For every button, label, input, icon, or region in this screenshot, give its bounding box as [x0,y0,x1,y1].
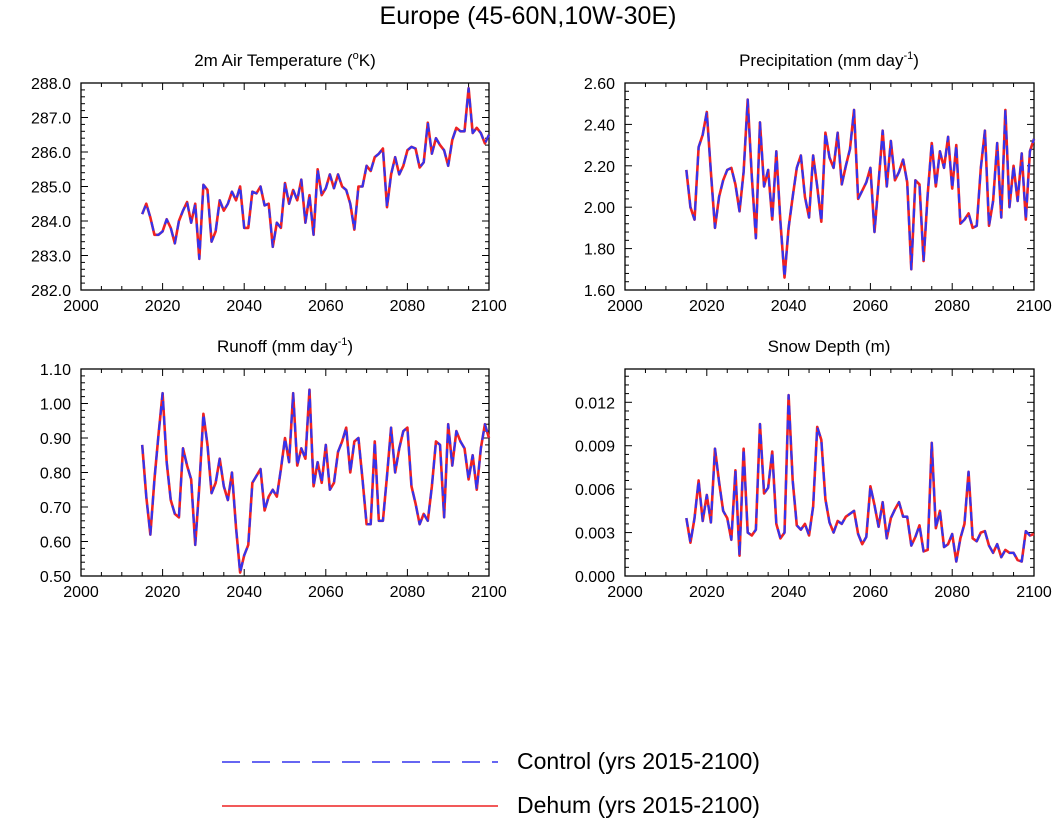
runoff-xtick-label: 2000 [63,584,99,601]
precipitation-ytick-label: 2.60 [584,76,615,93]
runoff-ytick-label: 0.70 [40,500,71,517]
runoff-control-line [141,388,491,574]
runoff-xtick-label: 2020 [145,584,181,601]
air-temperature-ytick-label: 284.0 [31,214,71,231]
panel-title-runoff: Runoff (mm day-1) [217,336,353,356]
panel-snow-depth: Snow Depth (m) 2000 2020 2040 2060 2080 2100 0… [575,337,1052,601]
runoff-ytick-label: 1.10 [40,362,71,379]
runoff-xtick-label: 2060 [308,584,344,601]
snow-depth-ytick-label: 0.006 [575,482,615,499]
snow-depth-ytick-label: 0.003 [575,526,615,543]
snow-depth-xtick-label: 2040 [771,584,807,601]
precipitation-ytick-label: 2.20 [584,159,615,176]
runoff-xtick-label: 2100 [471,584,507,601]
legend-dehum-label: Dehum (yrs 2015-2100) [517,792,760,818]
air-temperature-xtick-label: 2040 [226,298,262,315]
air-temperature-xtick-label: 2000 [63,298,99,315]
precipitation-ytick-label: 1.80 [584,242,615,259]
runoff-frame [80,368,490,577]
snow-depth-ytick-label: 0.009 [575,439,615,456]
precipitation-xtick-label: 2020 [689,298,725,315]
snow-depth-xtick-label: 2020 [689,584,725,601]
air-temperature-ytick-label: 285.0 [31,180,71,197]
air-temperature-dehum-line [140,86,491,261]
precipitation-xtick-label: 2060 [853,298,889,315]
runoff-ytick-label: 0.60 [40,535,71,552]
precipitation-xtick-label: 2100 [1016,298,1052,315]
snow-depth-xtick-label: 2100 [1016,584,1052,601]
precipitation-ytick-label: 2.40 [584,117,615,134]
air-temperature-ytick-label: 283.0 [31,249,71,266]
runoff-xtick-label: 2040 [226,584,262,601]
air-temperature-ytick-label: 287.0 [31,111,71,128]
precipitation-dehum-line [685,98,1036,279]
panel-air-temperature: 2m Air Temperature (oK) 2000 2020 2040 2060… [31,50,507,315]
panel-title-snow-depth: Snow Depth (m) [768,337,891,356]
runoff-xtick-label: 2080 [390,584,426,601]
precipitation-frame [624,82,1035,291]
air-temperature-ytick-label: 288.0 [31,76,71,93]
air-temperature-xtick-label: 2020 [145,298,181,315]
panel-runoff: Runoff (mm day-1) 2000 2020 2040 2060 2080 21… [40,336,507,601]
panel-title-air-temperature: 2m Air Temperature (oK) [194,50,376,70]
runoff-ytick-label: 0.90 [40,431,71,448]
panel-title-precipitation: Precipitation (mm day-1) [739,50,919,70]
runoff-ytick-label: 0.80 [40,466,71,483]
snow-depth-control-line [685,393,1035,563]
precipitation-control-line [685,98,1036,279]
figure-title: Europe (45-60N,10W-30E) [380,2,677,30]
runoff-ytick-label: 0.50 [40,569,71,586]
air-temperature-xtick-label: 2080 [390,298,426,315]
precipitation-xtick-label: 2080 [934,298,970,315]
air-temperature-xtick-label: 2100 [471,298,507,315]
precipitation-xtick-label: 2000 [607,298,643,315]
air-temperature-control-line [141,87,490,261]
snow-depth-ytick-label: 0.012 [575,395,615,412]
runoff-ytick-label: 1.00 [40,397,71,414]
legend-control-label: Control (yrs 2015-2100) [517,748,760,774]
air-temperature-ytick-label: 286.0 [31,145,71,162]
snow-depth-xtick-label: 2000 [607,584,643,601]
air-temperature-ytick-label: 282.0 [31,283,71,300]
precipitation-xtick-label: 2040 [771,298,807,315]
precipitation-ytick-label: 1.60 [584,283,615,300]
snow-depth-xtick-label: 2060 [853,584,889,601]
legend: Control (yrs 2015-2100) Dehum (yrs 2015-… [222,748,760,818]
air-temperature-xtick-label: 2060 [308,298,344,315]
precipitation-ytick-label: 2.00 [584,200,615,217]
snow-depth-frame [624,368,1035,577]
snow-depth-xtick-label: 2080 [934,584,970,601]
panel-precipitation: Precipitation (mm day-1) 2000 2020 2040 206… [584,50,1052,315]
snow-depth-ytick-label: 0.000 [575,569,615,586]
